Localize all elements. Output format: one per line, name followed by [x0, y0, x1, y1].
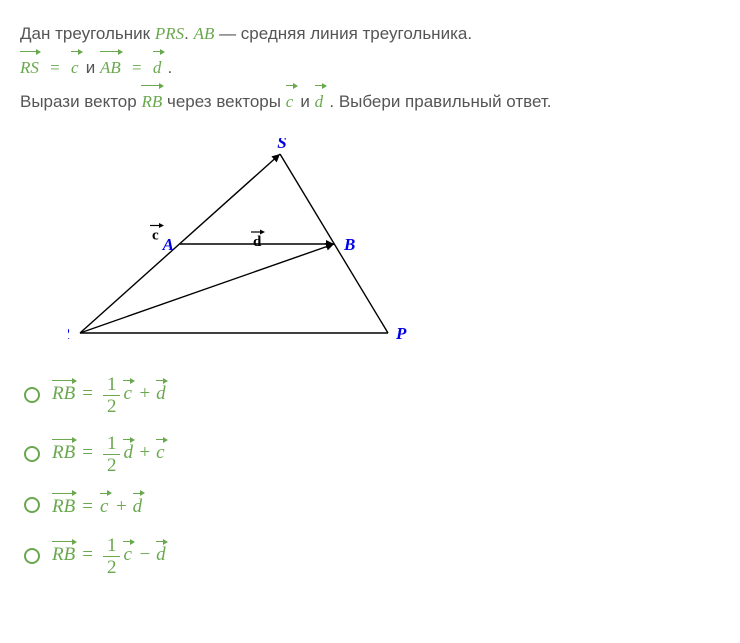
- equals: =: [82, 496, 93, 517]
- vec-RB: RB: [52, 493, 75, 518]
- option-expression: RB = c + d: [52, 493, 143, 518]
- option-expression: RB = 12c + d: [52, 375, 166, 416]
- period: .: [163, 58, 172, 77]
- problem-line-2: RS = c и AB = d .: [20, 51, 720, 81]
- vec-RB: RB: [52, 541, 75, 566]
- vec-RS: RS: [20, 51, 39, 81]
- vec-c: c: [100, 493, 110, 518]
- vec-d: d: [133, 493, 143, 518]
- vec-c: c: [286, 85, 296, 115]
- text: Дан треугольник: [20, 24, 155, 43]
- answer-option-1[interactable]: RB = 12c + d: [24, 375, 720, 416]
- answer-option-4[interactable]: RB = 12c−d: [24, 536, 720, 577]
- vec-RB: RB: [52, 380, 75, 405]
- answer-option-2[interactable]: RB = 12d + c: [24, 434, 720, 475]
- svg-text:S: S: [277, 138, 286, 152]
- radio-icon[interactable]: [24, 497, 40, 513]
- vec-RB: RB: [52, 439, 75, 464]
- text: .: [184, 24, 193, 43]
- operator: −: [139, 544, 150, 565]
- diagram-svg: R P S A Bc d: [68, 138, 408, 348]
- vec-RB: RB: [141, 85, 162, 115]
- svg-text:c: c: [152, 227, 159, 243]
- svg-text:P: P: [395, 324, 407, 343]
- triangle-diagram: R P S A Bc d: [68, 138, 720, 353]
- text: . Выбери правильный ответ.: [325, 92, 552, 111]
- equals: =: [82, 544, 93, 565]
- and: и: [296, 92, 315, 111]
- vec-d: d: [153, 51, 163, 81]
- answer-options: RB=12c+dRB=12d+cRB=c+dRB=12c−d: [24, 375, 720, 577]
- operator: +: [139, 442, 150, 463]
- fraction: 12: [103, 536, 121, 577]
- problem-line-1: Дан треугольник PRS. AB — средняя линия …: [20, 20, 720, 47]
- problem-line-3: Вырази вектор RB через векторы c и d . В…: [20, 85, 720, 115]
- svg-text:A: A: [162, 235, 174, 254]
- midline-name: AB: [194, 24, 215, 43]
- answer-option-3[interactable]: RB = c + d: [24, 493, 720, 518]
- vec-c: c: [123, 541, 133, 566]
- and: и: [81, 58, 100, 77]
- fraction: 12: [103, 375, 121, 416]
- vec-c: c: [156, 439, 166, 464]
- svg-text:d: d: [253, 234, 262, 250]
- option-expression: RB = 12c−d: [52, 536, 166, 577]
- vec-AB: AB: [100, 51, 121, 81]
- text: через векторы: [162, 92, 285, 111]
- fraction: 12: [103, 434, 121, 475]
- vec-d: d: [156, 541, 166, 566]
- operator: +: [139, 383, 150, 404]
- svg-text:R: R: [68, 324, 70, 343]
- radio-icon[interactable]: [24, 548, 40, 564]
- radio-icon[interactable]: [24, 387, 40, 403]
- equals: =: [46, 58, 64, 77]
- vec-c: c: [123, 380, 133, 405]
- triangle-name: PRS: [155, 24, 184, 43]
- equals: =: [82, 442, 93, 463]
- text: — средняя линия треугольника.: [214, 24, 472, 43]
- operator: +: [116, 496, 127, 517]
- radio-icon[interactable]: [24, 446, 40, 462]
- text: Вырази вектор: [20, 92, 141, 111]
- vec-c: c: [71, 51, 81, 81]
- option-expression: RB = 12d + c: [52, 434, 166, 475]
- svg-text:B: B: [343, 235, 355, 254]
- vec-d: d: [315, 85, 325, 115]
- equals: =: [82, 383, 93, 404]
- vec-d: d: [156, 380, 166, 405]
- vec-d: d: [123, 439, 133, 464]
- equals: =: [128, 58, 146, 77]
